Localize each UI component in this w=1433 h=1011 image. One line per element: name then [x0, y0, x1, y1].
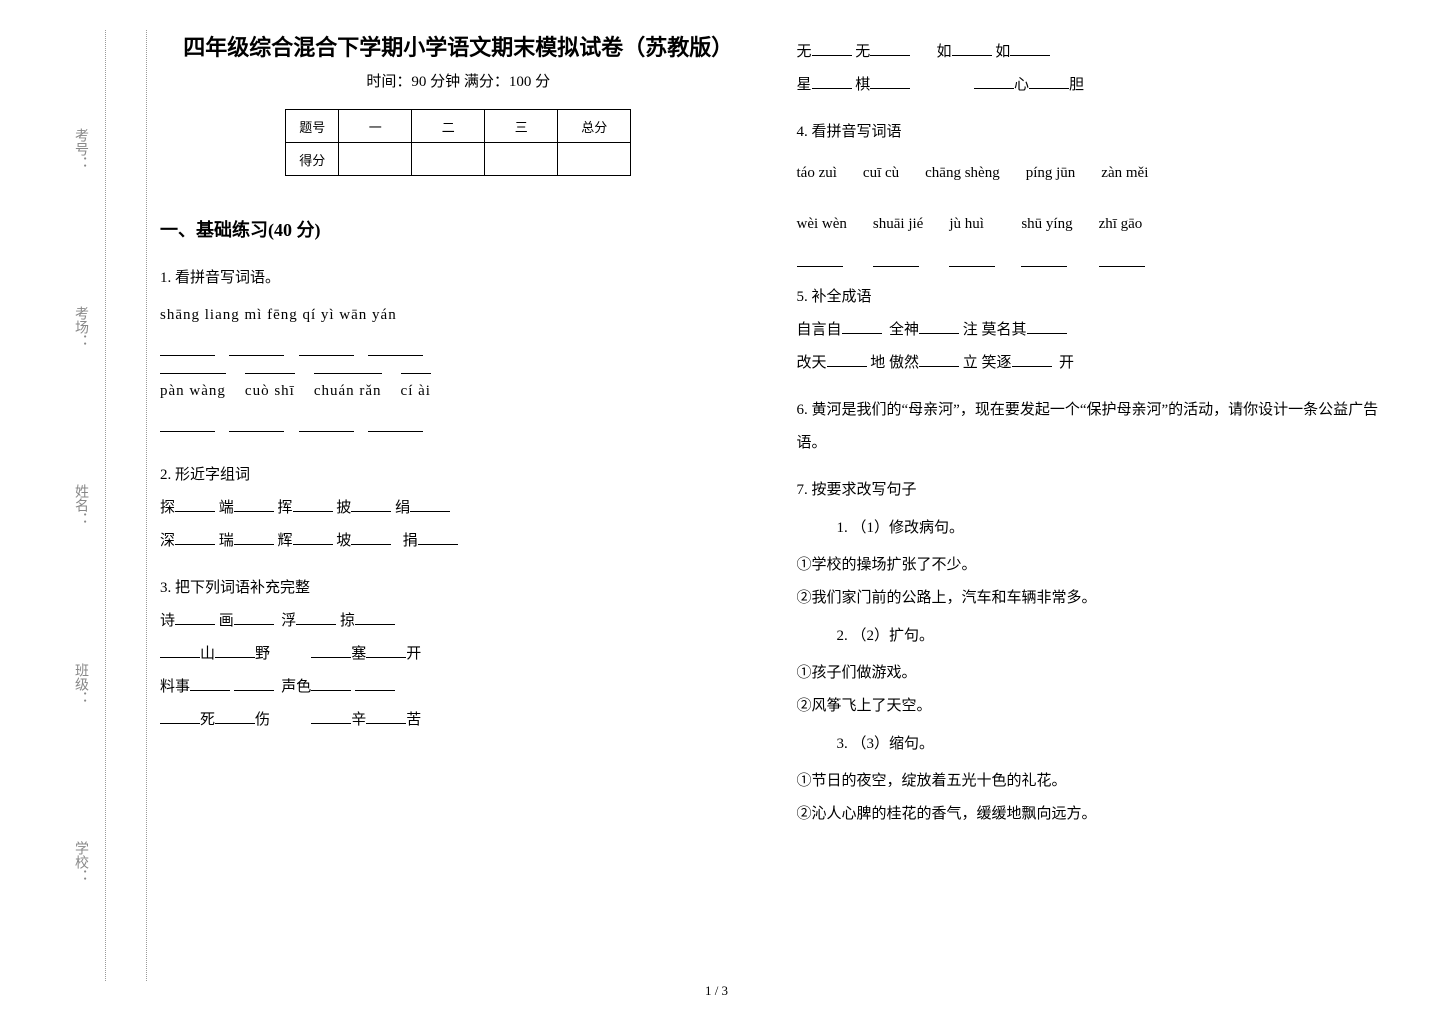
question-3-cont: 无 无 如 如 星 棋 心胆 [797, 36, 1394, 102]
q3-stem: 3. 把下列词语补充完整 [160, 572, 757, 605]
question-1: 1. 看拼音写词语。 shāng liang mì fēng qí yì wān… [160, 262, 757, 445]
score-cell [339, 143, 412, 176]
q5-line1: 自言自 全神 注 莫名其 [797, 314, 1394, 347]
q1-blanks-line2 [160, 412, 757, 445]
q7-p3-b: ②沁人心脾的桂花的香气，缓缓地飘向远方。 [797, 798, 1394, 831]
binding-label: 考场： [70, 306, 90, 348]
question-7: 7. 按要求改写句子 1. （1）修改病句。 ①学校的操场扩张了不少。 ②我们家… [797, 474, 1394, 831]
q7-p2-label: 2. （2）扩句。 [837, 621, 1394, 651]
q5-stem: 5. 补全成语 [797, 281, 1394, 314]
q7-p3-label: 3. （3）缩句。 [837, 729, 1394, 759]
score-cell [412, 143, 485, 176]
score-cell [485, 143, 558, 176]
score-col: 三 [485, 110, 558, 143]
question-4: 4. 看拼音写词语 táo zuì cuī cù chāng shèng pín… [797, 116, 1394, 267]
column-left: 四年级综合混合下学期小学语文期末模拟试卷（苏教版） 时间：90 分钟 满分：10… [160, 30, 757, 971]
binding-label: 考号： [70, 128, 90, 170]
q7-p3-a: ①节日的夜空，绽放着五光十色的礼花。 [797, 765, 1394, 798]
q1-pinyin-line2: pàn wàng cuò shī chuán rǎn cí ài [160, 373, 757, 408]
q1-pinyin-line1: shāng liang mì fēng qí yì wān yán [160, 299, 757, 332]
question-2: 2. 形近字组词 探 端 挥 披 绢 深 瑞 辉 坡 捐 [160, 459, 757, 558]
score-cell [558, 143, 631, 176]
q3-l4: 死伤 辛苦 [160, 704, 757, 737]
binding-labels: 考号： 考场： 姓名： 班级： 学校： [60, 60, 100, 951]
q3-l5: 无 无 如 如 [797, 36, 1394, 69]
page-body: 四年级综合混合下学期小学语文期末模拟试卷（苏教版） 时间：90 分钟 满分：10… [160, 30, 1393, 971]
q7-p1-a: ①学校的操场扩张了不少。 [797, 549, 1394, 582]
question-5: 5. 补全成语 自言自 全神 注 莫名其 改天 地 傲然 立 笑逐 开 [797, 281, 1394, 380]
q2-stem: 2. 形近字组词 [160, 459, 757, 492]
q7-stem: 7. 按要求改写句子 [797, 474, 1394, 507]
q2-line2: 深 瑞 辉 坡 捐 [160, 525, 757, 558]
exam-subtitle: 时间：90 分钟 满分：100 分 [160, 70, 757, 91]
q4-row2: wèi wèn shuāi jié jù huì shū yíng zhī gā… [797, 208, 1394, 267]
q2-line1: 探 端 挥 披 绢 [160, 492, 757, 525]
q3-l3: 料事 声色 [160, 671, 757, 704]
question-3: 3. 把下列词语补充完整 诗 画 浮 掠 山野 塞开 料事 声色 死伤 [160, 572, 757, 737]
binding-label: 班级： [70, 663, 90, 705]
score-hdr: 得分 [286, 143, 339, 176]
section-heading: 一、基础练习(40 分) [160, 216, 757, 242]
score-hdr: 题号 [286, 110, 339, 143]
q7-p2-b: ②风筝飞上了天空。 [797, 690, 1394, 723]
q1-blanks-line1 [160, 336, 757, 369]
binding-label: 学校： [70, 841, 90, 883]
q4-stem: 4. 看拼音写词语 [797, 116, 1394, 149]
q3-l2: 山野 塞开 [160, 638, 757, 671]
binding-edge [105, 30, 147, 981]
score-col: 总分 [558, 110, 631, 143]
score-col: 二 [412, 110, 485, 143]
q5-line2: 改天 地 傲然 立 笑逐 开 [797, 347, 1394, 380]
binding-label: 姓名： [70, 484, 90, 526]
q7-p2-a: ①孩子们做游戏。 [797, 657, 1394, 690]
score-table: 题号 一 二 三 总分 得分 [285, 109, 631, 176]
q1-stem: 1. 看拼音写词语。 [160, 262, 757, 295]
q4-row1: táo zuì cuī cù chāng shèng píng jūn zàn … [797, 157, 1394, 200]
q7-p1-label: 1. （1）修改病句。 [837, 513, 1394, 543]
exam-title: 四年级综合混合下学期小学语文期末模拟试卷（苏教版） [160, 30, 757, 62]
question-6: 6. 黄河是我们的“母亲河”，现在要发起一个“保护母亲河”的活动，请你设计一条公… [797, 394, 1394, 460]
column-right: 无 无 如 如 星 棋 心胆 4. 看拼音写词语 táo zuì cuī cù [797, 30, 1394, 971]
page-number: 1 / 3 [705, 983, 728, 999]
score-col: 一 [339, 110, 412, 143]
q7-p1-b: ②我们家门前的公路上，汽车和车辆非常多。 [797, 582, 1394, 615]
q3-l1: 诗 画 浮 掠 [160, 605, 757, 638]
q3-l6: 星 棋 心胆 [797, 69, 1394, 102]
